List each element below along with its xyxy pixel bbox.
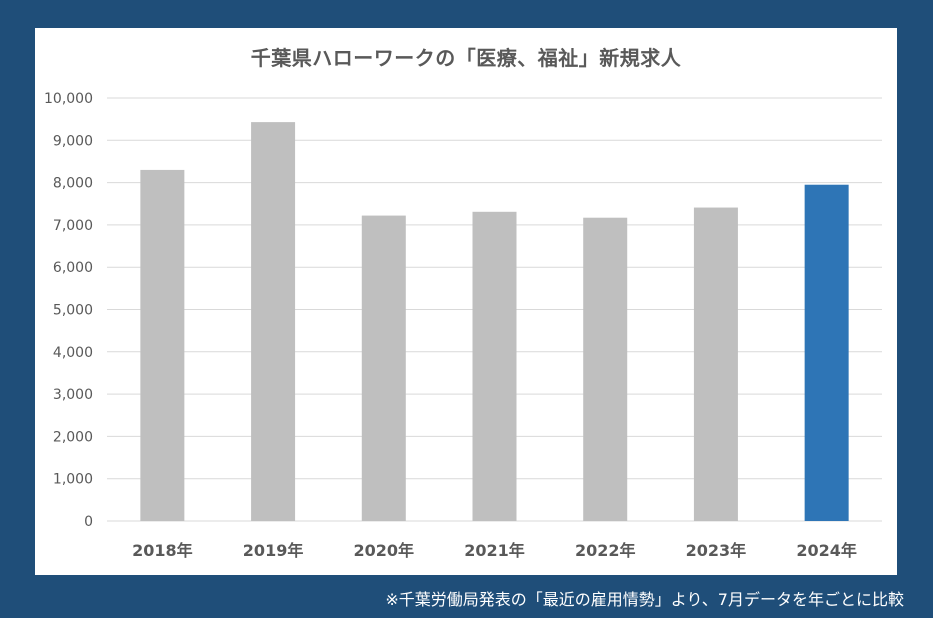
y-tick-label: 2,000	[53, 429, 93, 445]
x-tick-label: 2019年	[243, 541, 304, 560]
y-tick-label: 10,000	[44, 91, 93, 107]
bar-2021年	[472, 211, 517, 522]
y-tick-label: 8,000	[53, 176, 93, 192]
bar-2020年	[361, 215, 406, 521]
x-tick-label: 2018年	[132, 541, 193, 560]
bar-2022年	[583, 217, 628, 522]
bar-chart: 0 1,000 2,000 3,000 4,000 5,000 6,000 7,000 8,00…	[44, 91, 882, 560]
x-tick-label: 2023年	[686, 541, 747, 560]
bar-2018年	[140, 169, 185, 521]
bar-2024年	[804, 184, 849, 521]
bar-2019年	[251, 122, 296, 522]
y-tick-label: 4,000	[53, 345, 93, 361]
y-tick-label: 9,000	[53, 133, 93, 149]
y-tick-label: 0	[84, 514, 93, 530]
y-tick-label: 5,000	[53, 303, 93, 319]
chart-panel: 千葉県ハローワークの「医療、福祉」新規求人 0 1,000 2,000 3,000 4,…	[35, 28, 897, 575]
bar-2023年	[693, 207, 738, 521]
source-footnote: ※千葉労働局発表の「最近の雇用情勢」より、7月データを年ごとに比較	[385, 590, 904, 609]
y-tick-label: 7,000	[53, 218, 93, 234]
x-tick-label: 2021年	[464, 541, 525, 560]
x-tick-label: 2022年	[575, 541, 636, 560]
x-tick-label: 2020年	[354, 541, 415, 560]
chart-title: 千葉県ハローワークの「医療、福祉」新規求人	[250, 46, 682, 70]
y-tick-label: 3,000	[53, 387, 93, 403]
x-tick-label: 2024年	[796, 541, 857, 560]
y-tick-label: 1,000	[53, 472, 93, 488]
y-tick-label: 6,000	[53, 260, 93, 276]
